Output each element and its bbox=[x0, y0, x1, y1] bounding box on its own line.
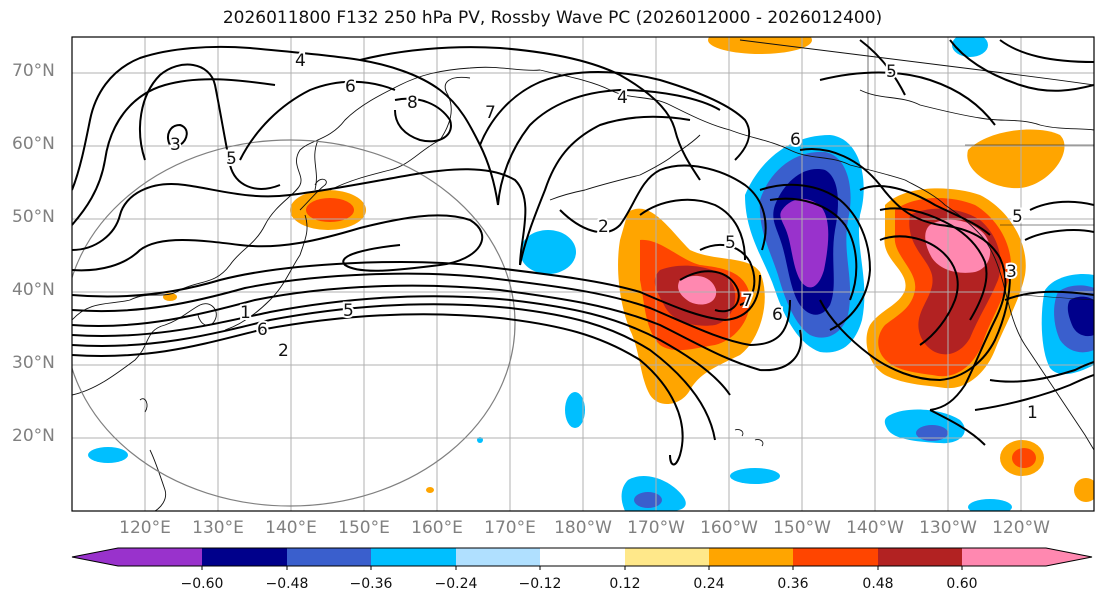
anomaly-blob bbox=[967, 129, 1065, 189]
contour-label: 5 bbox=[725, 233, 736, 253]
contour-label: 8 bbox=[407, 93, 418, 113]
colorbar-segment bbox=[962, 548, 1046, 566]
colorbar-segment bbox=[371, 548, 456, 566]
colorbar-tick-label: 0.48 bbox=[862, 576, 894, 592]
anomaly-blob bbox=[1074, 478, 1094, 502]
contour-label: 7 bbox=[742, 291, 753, 311]
contour-label: 5 bbox=[1012, 207, 1023, 227]
colorbar-tick-label: −0.12 bbox=[518, 576, 562, 592]
contour-label: 5 bbox=[343, 301, 354, 321]
lon-label: 130°E bbox=[192, 518, 244, 538]
colorbar-segment bbox=[287, 548, 371, 566]
contour-label: 3 bbox=[170, 135, 181, 155]
lat-label-30n: 30°N bbox=[12, 353, 55, 373]
lon-label: 160°W bbox=[700, 518, 758, 538]
contour-label: 2 bbox=[278, 341, 289, 361]
anomaly-blob bbox=[730, 468, 780, 484]
lon-label: 170°E bbox=[484, 518, 536, 538]
map-frame bbox=[71, 36, 1095, 512]
lon-label: 160°E bbox=[411, 518, 463, 538]
lat-label-50n: 50°N bbox=[12, 207, 55, 227]
anomaly-blob bbox=[520, 230, 576, 274]
colorbar-segment bbox=[118, 548, 202, 566]
contour-label: 1 bbox=[240, 303, 251, 323]
colorbar-underflow-arrow bbox=[72, 548, 118, 566]
colorbar-tick-label: 0.12 bbox=[609, 576, 641, 592]
lat-label-60n: 60°N bbox=[12, 134, 55, 154]
colorbar-overflow-arrow bbox=[1046, 548, 1092, 566]
lon-label: 130°W bbox=[919, 518, 977, 538]
anomaly-blob bbox=[678, 275, 717, 305]
lon-label: 180°W bbox=[554, 518, 612, 538]
colorbar-segment bbox=[709, 548, 793, 566]
lat-label-20n: 20°N bbox=[12, 426, 55, 446]
contour-label: 3 bbox=[1006, 262, 1017, 282]
colorbar-segment bbox=[456, 548, 540, 566]
colorbar-outline bbox=[71, 547, 1093, 567]
anomaly-blob bbox=[634, 492, 662, 508]
anomaly-blob bbox=[1067, 296, 1094, 337]
colorbar bbox=[71, 547, 1093, 570]
lat-label-40n: 40°N bbox=[12, 280, 55, 300]
borders bbox=[867, 37, 1094, 301]
colorbar-tick-label: −0.60 bbox=[180, 576, 224, 592]
map-title: 2026011800 F132 250 hPa PV, Rossby Wave … bbox=[222, 8, 883, 28]
colorbar-tick-label: −0.48 bbox=[265, 576, 309, 592]
contour-label: 6 bbox=[345, 77, 356, 97]
colorbar-tick-label: 0.36 bbox=[777, 576, 809, 592]
lat-label-70n: 70°N bbox=[12, 61, 55, 81]
lon-label: 170°W bbox=[627, 518, 685, 538]
anomaly-blob bbox=[426, 487, 434, 493]
contour-label: 4 bbox=[617, 88, 628, 108]
contour-label: 2 bbox=[598, 217, 609, 237]
contour-label: 7 bbox=[485, 103, 496, 123]
contour-label: 5 bbox=[886, 62, 897, 82]
pv-contours bbox=[72, 39, 1094, 466]
lon-label: 140°E bbox=[265, 518, 317, 538]
colorbar-tick-label: 0.24 bbox=[693, 576, 725, 592]
colorbar-segment bbox=[625, 548, 709, 566]
contour-labels: 4 6 8 3 5 7 2 1 6 5 2 5 7 6 6 5 4 3 1 5 bbox=[168, 49, 1040, 425]
anomaly-blob bbox=[780, 198, 829, 288]
graticule bbox=[72, 37, 1094, 511]
lon-label: 120°W bbox=[992, 518, 1050, 538]
colorbar-tick-label: 0.60 bbox=[946, 576, 978, 592]
lon-label: 150°E bbox=[338, 518, 390, 538]
lon-label: 150°W bbox=[773, 518, 831, 538]
anomaly-shading bbox=[88, 37, 1094, 511]
contour-label: 6 bbox=[257, 320, 268, 340]
contour-label: 6 bbox=[790, 130, 801, 150]
colorbar-tick-label: −0.36 bbox=[349, 576, 393, 592]
anomaly-blob bbox=[1012, 448, 1036, 468]
anomaly-blob bbox=[968, 499, 1012, 511]
anomaly-blob bbox=[916, 425, 948, 441]
colorbar-tick-label: −0.24 bbox=[434, 576, 478, 592]
anomaly-blob bbox=[306, 198, 354, 222]
anomaly-blob bbox=[88, 447, 128, 463]
lon-label: 120°E bbox=[119, 518, 171, 538]
contour-label: 6 bbox=[772, 305, 783, 325]
colorbar-segment bbox=[793, 548, 878, 566]
reference-circle bbox=[72, 139, 516, 507]
contour-label: 5 bbox=[226, 149, 237, 169]
anomaly-blob bbox=[708, 37, 812, 54]
contour-label: 4 bbox=[295, 51, 306, 71]
colorbar-segment bbox=[878, 548, 962, 566]
contour-label: 1 bbox=[1027, 403, 1038, 423]
colorbar-segment bbox=[202, 548, 287, 566]
colorbar-segment bbox=[540, 548, 625, 566]
lon-label: 140°W bbox=[846, 518, 904, 538]
anomaly-blob bbox=[565, 392, 585, 428]
